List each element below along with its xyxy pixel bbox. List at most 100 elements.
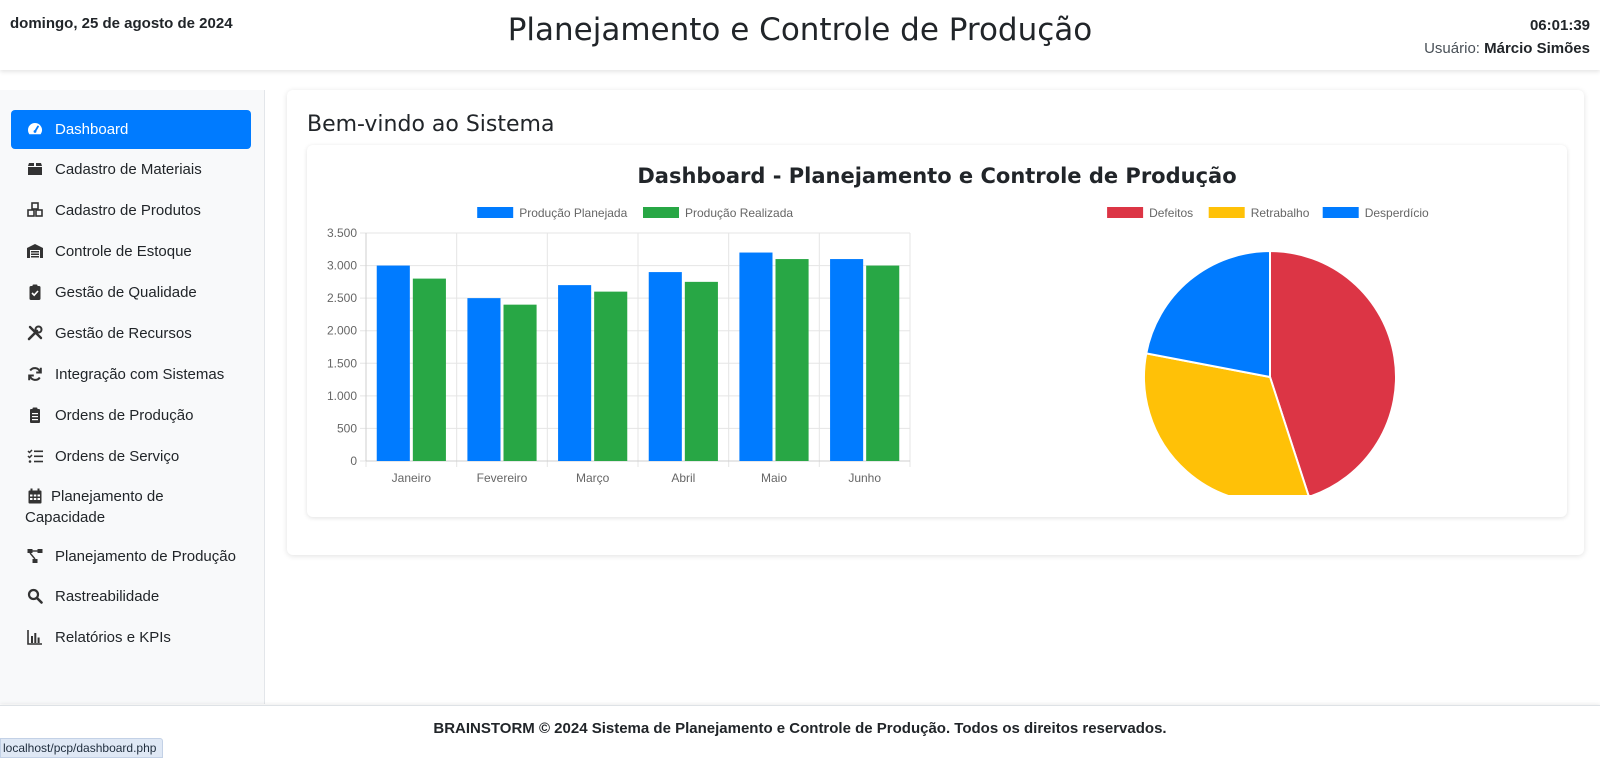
legend-swatch xyxy=(1208,207,1245,218)
x-tick-label: Março xyxy=(576,471,610,485)
chart-bar-icon xyxy=(25,628,45,646)
page-title: Planejamento e Controle de Produção xyxy=(507,12,1093,48)
bar xyxy=(684,281,718,461)
pie-slice xyxy=(1145,249,1271,379)
user-label: Usuário: xyxy=(1424,40,1480,57)
footer: BRAINSTORM © 2024 Sistema de Planejament… xyxy=(0,705,1600,758)
bar xyxy=(775,259,809,461)
dashboard-title: Dashboard - Planejamento e Controle de P… xyxy=(637,164,1237,188)
sidebar-item-ordens-producao[interactable]: Ordens de Produção xyxy=(11,395,251,436)
bar xyxy=(594,291,628,461)
y-tick-label: 3.500 xyxy=(327,226,357,240)
user-name: Márcio Simões xyxy=(1484,40,1590,57)
legend-label: Desperdício xyxy=(1365,206,1429,220)
tasks-icon xyxy=(25,447,45,465)
x-tick-label: Maio xyxy=(761,471,787,485)
legend-swatch xyxy=(643,207,679,218)
pie-slice xyxy=(1269,249,1397,495)
sidebar-item-label: Cadastro de Materiais xyxy=(55,161,202,178)
bar xyxy=(376,265,410,461)
legend-swatch xyxy=(1322,207,1359,218)
sidebar-item-planejamento-producao[interactable]: Planejamento de Produção xyxy=(11,537,251,576)
cubes-icon xyxy=(25,201,45,219)
sidebar-item-label: Integração com Sistemas xyxy=(55,366,225,383)
y-tick-label: 500 xyxy=(337,421,357,435)
calendar-icon xyxy=(25,487,45,505)
tools-icon xyxy=(25,324,45,342)
sync-icon xyxy=(25,365,45,383)
sidebar-item-label: Ordens de Serviço xyxy=(55,448,180,465)
y-tick-label: 3.000 xyxy=(327,259,357,273)
footer-copyright: BRAINSTORM © 2024 Sistema de Planejament… xyxy=(433,720,1167,737)
clipboard-list-icon xyxy=(25,406,45,424)
legend-swatch xyxy=(477,207,514,218)
bar xyxy=(739,252,773,461)
sidebar-item-integracao-sistemas[interactable]: Integração com Sistemas xyxy=(11,354,251,395)
sidebar-item-label: Controle de Estoque xyxy=(55,243,192,260)
y-tick-label: 0 xyxy=(350,454,357,468)
bar-chart-bars xyxy=(376,252,900,461)
warehouse-icon xyxy=(25,242,45,260)
legend-label: Retrabalho xyxy=(1251,206,1310,220)
sidebar: Dashboard Cadastro de Materiais Cadastro… xyxy=(0,90,265,704)
pie-chart-slices xyxy=(1143,249,1397,495)
bar-chart-grid xyxy=(360,232,911,467)
sidebar-item-label: Rastreabilidade xyxy=(55,588,160,605)
sidebar-item-relatorios-kpis[interactable]: Relatórios e KPIs xyxy=(11,617,251,658)
bar-chart-x-axis: Janeiro Fevereiro Março Abril Maio Junho xyxy=(392,471,882,485)
status-bar-url: localhost/pcp/dashboard.php xyxy=(0,738,164,758)
y-tick-label: 1.500 xyxy=(327,356,357,370)
bar xyxy=(558,285,592,461)
pie-chart-legend: Defeitos Retrabalho Desperdício xyxy=(1107,206,1429,220)
quality-pie-chart: Defeitos Retrabalho Desperdício xyxy=(1107,206,1429,495)
production-bar-chart: Produção Planejada Produção Realizada 0 50… xyxy=(327,207,911,485)
sidebar-item-dashboard[interactable]: Dashboard xyxy=(11,110,251,149)
legend-label: Produção Realizada xyxy=(685,207,793,220)
welcome-heading: Bem-vindo ao Sistema xyxy=(307,112,555,137)
y-tick-label: 2.000 xyxy=(327,324,357,338)
sidebar-item-cadastro-produtos[interactable]: Cadastro de Produtos xyxy=(11,190,251,231)
current-date: domingo, 25 de agosto de 2024 xyxy=(10,15,233,32)
bar-chart-legend: Produção Planejada Produção Realizada xyxy=(477,207,793,220)
y-tick-label: 2.500 xyxy=(327,291,357,305)
x-tick-label: Fevereiro xyxy=(477,471,528,485)
sidebar-item-planejamento-capacidade[interactable]: Planejamento de Capacidade xyxy=(11,477,251,537)
search-icon xyxy=(25,587,45,605)
bar xyxy=(467,298,501,461)
dashboard-card: Dashboard - Planejamento e Controle de P… xyxy=(307,145,1567,517)
main-content-card: Bem-vindo ao Sistema Dashboard - Planeja… xyxy=(287,90,1584,555)
sidebar-item-label: Relatórios e KPIs xyxy=(55,629,171,646)
bar-chart-y-axis: 0 500 1.000 1.500 2.000 2.500 3.000 3.500 xyxy=(327,226,357,468)
x-tick-label: Janeiro xyxy=(392,471,432,485)
legend-swatch xyxy=(1107,207,1144,218)
legend-label: Produção Planejada xyxy=(519,207,627,220)
sidebar-item-label: Dashboard xyxy=(55,121,129,138)
pie-slice xyxy=(1143,352,1310,495)
x-tick-label: Abril xyxy=(671,471,695,485)
sidebar-item-label: Ordens de Produção xyxy=(55,407,194,424)
bar xyxy=(830,259,864,461)
project-diagram-icon xyxy=(25,547,45,565)
sidebar-item-label: Gestão de Qualidade xyxy=(55,284,197,301)
sidebar-item-gestao-qualidade[interactable]: Gestão de Qualidade xyxy=(11,272,251,313)
bar xyxy=(648,272,682,461)
sidebar-item-cadastro-materiais[interactable]: Cadastro de Materiais xyxy=(11,149,251,190)
header-info: 06:01:39 Usuário: Márcio Simões xyxy=(1424,14,1590,60)
current-time: 06:01:39 xyxy=(1529,17,1590,34)
sidebar-item-ordens-servico[interactable]: Ordens de Serviço xyxy=(11,436,251,477)
sidebar-item-rastreabilidade[interactable]: Rastreabilidade xyxy=(11,576,251,617)
legend-label: Defeitos xyxy=(1149,206,1193,220)
clipboard-check-icon xyxy=(25,283,45,301)
box-icon xyxy=(25,160,45,178)
bar xyxy=(412,278,446,461)
bar xyxy=(866,265,900,461)
sidebar-item-gestao-recursos[interactable]: Gestão de Recursos xyxy=(11,313,251,354)
sidebar-item-label: Planejamento de Produção xyxy=(55,548,236,565)
sidebar-item-label: Planejamento de Capacidade xyxy=(25,488,164,526)
bar xyxy=(503,304,537,461)
sidebar-item-label: Cadastro de Produtos xyxy=(55,202,201,219)
sidebar-item-controle-estoque[interactable]: Controle de Estoque xyxy=(11,231,251,272)
user-info: Usuário: Márcio Simões xyxy=(1424,37,1590,60)
dashboard-icon xyxy=(25,120,45,138)
y-tick-label: 1.000 xyxy=(327,389,357,403)
